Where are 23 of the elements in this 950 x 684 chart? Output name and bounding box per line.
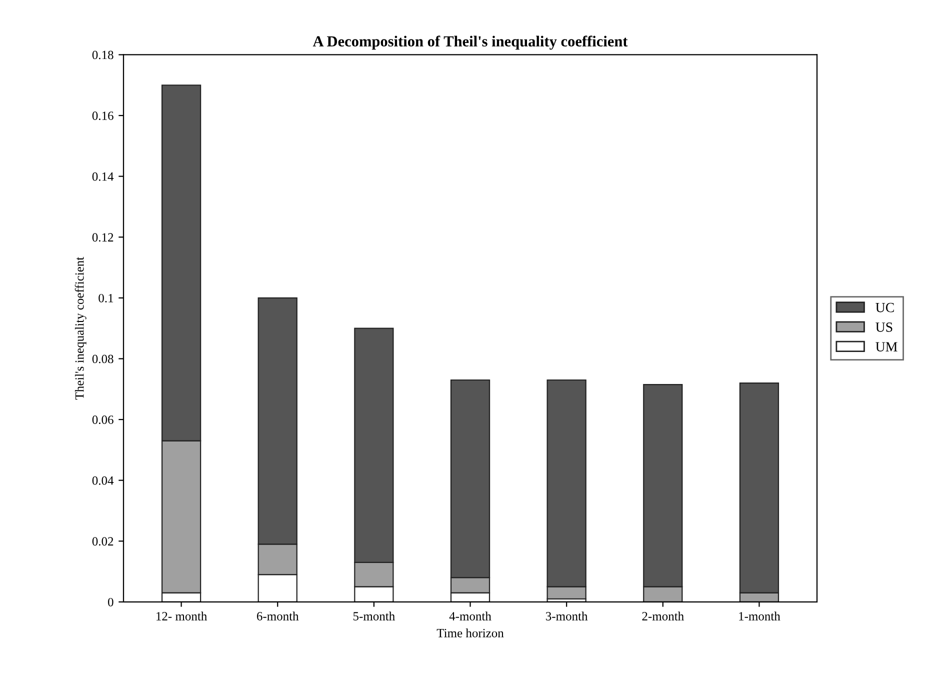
y-tick-label: 0.06 [92,416,114,424]
y-tick-label: 0.1 [98,294,114,302]
y-tick-label: 0 [108,598,114,606]
x-tick-label: 12- month [156,612,207,620]
y-tick-label: 0.02 [92,537,114,546]
y-tick-label: 0.16 [92,112,114,120]
x-tick-label: 2-month [642,612,684,620]
y-tick-label: 0.12 [92,233,114,242]
legend-label: US [876,322,892,332]
legend-label: UC [876,302,894,312]
x-tick-label: 1-month [739,612,780,620]
y-tick-label: 0.14 [92,172,114,181]
x-axis-title: Time horizon [436,628,504,638]
x-tick-label: 3-month [546,612,588,620]
y-tick-label: 0.18 [92,50,114,60]
y-tick-label: 0.04 [92,476,114,485]
x-tick-label: 6-month [256,612,299,620]
legend-label: UM [876,342,898,352]
x-tick-label: 4-month [449,612,492,620]
y-tick-label: 0.08 [92,354,114,364]
y-axis-title: Theil's inequality coefficient [74,256,86,400]
chart-title: A Decomposition of Theil's inequality coefficient [312,36,628,50]
x-tick-label: 5-month [353,612,395,620]
